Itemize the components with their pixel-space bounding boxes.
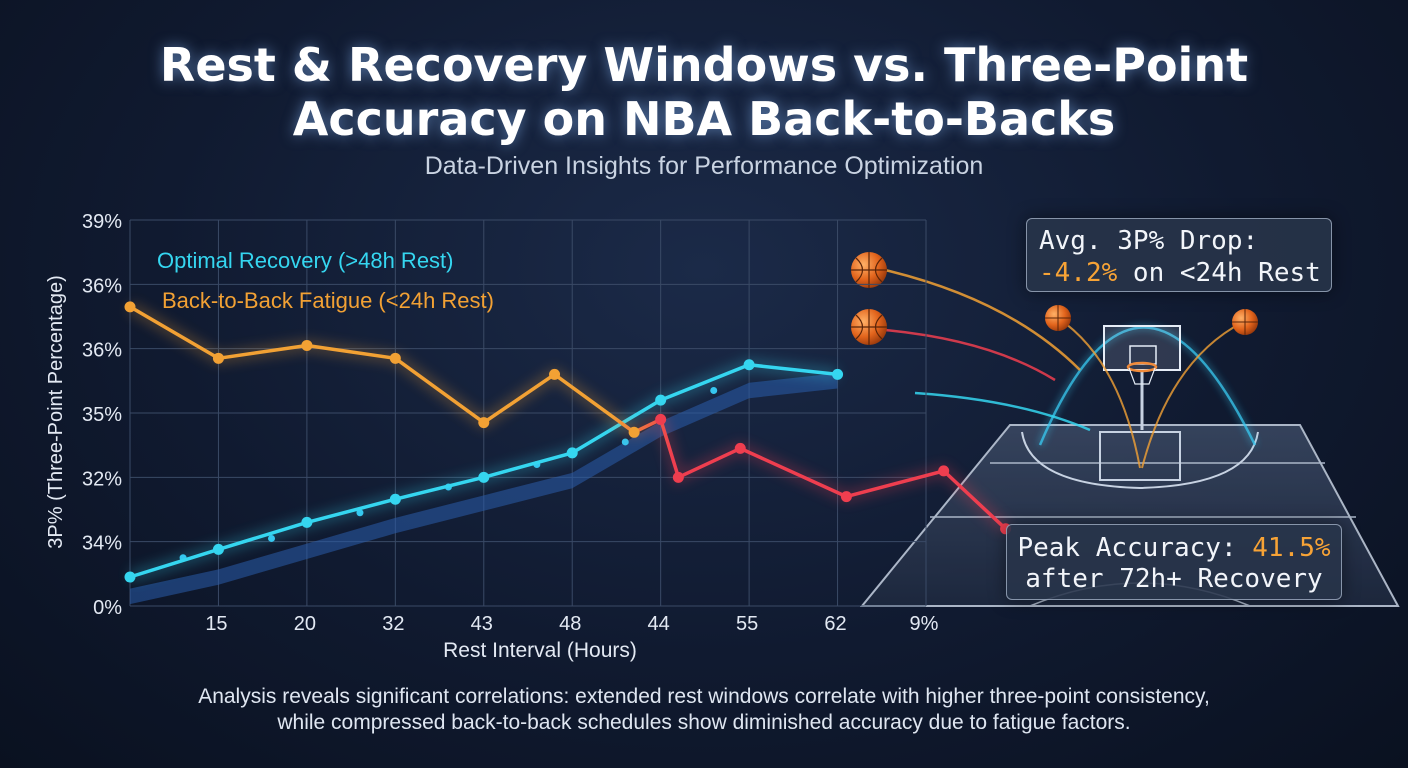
shot-trail-left: [1057, 317, 1141, 469]
y-tick-label: 34%: [82, 533, 122, 555]
y-tick-label: 35%: [82, 404, 122, 426]
chart-grid: [129, 219, 927, 607]
series-point: [124, 571, 136, 583]
series-point: [938, 465, 950, 477]
series-point: [389, 352, 401, 364]
series-point: [389, 493, 401, 505]
shot-trail-red: [884, 328, 1056, 382]
series-point: [840, 491, 852, 503]
series-point: [628, 426, 640, 438]
series-point: [672, 471, 684, 483]
series-point: [301, 339, 313, 351]
series-point: [301, 516, 313, 528]
peak-line-1: Peak Accuracy: 41.5%: [1007, 533, 1341, 564]
x-tick-label: 15: [205, 613, 227, 635]
series-point: [734, 442, 746, 454]
shot-trail-top: [884, 268, 1081, 371]
hoop-rim: [1126, 361, 1158, 373]
band-point: [710, 386, 718, 394]
basketballs: [851, 252, 1258, 345]
chart: 0% 34% 32% 35% 36% 36% 39% 15 20 32 43 48 44 55 62 9% O…: [45, 211, 1400, 662]
title-line-1: Rest & Recovery Windows vs. Three-Point: [159, 38, 1249, 92]
series-point: [566, 447, 578, 459]
avg-drop-label: Avg. 3P% Drop:: [1039, 226, 1259, 256]
series-point: [212, 543, 224, 555]
basketball-icon: [1232, 309, 1258, 335]
y-tick-label: 36%: [82, 275, 122, 297]
avg-drop-value: -4.2%: [1039, 258, 1118, 288]
series-point: [743, 359, 755, 371]
peak-label: Peak Accuracy:: [1017, 533, 1253, 563]
title-line-2: Accuracy on NBA Back-to-Backs: [292, 92, 1116, 146]
band-point: [621, 438, 629, 446]
y-tick-label: 36%: [82, 340, 122, 362]
basketball-icon: [851, 309, 887, 345]
x-tick-label: 62: [824, 613, 846, 635]
x-tick-label: 32: [382, 613, 404, 635]
series-point: [655, 394, 667, 406]
avg-drop-callout: Avg. 3P% Drop: -4.2% on <24h Rest: [1026, 218, 1332, 292]
basketball-icon: [1045, 305, 1071, 331]
legend-fatigue: Back-to-Back Fatigue (<24h Rest): [162, 288, 494, 313]
y-axis-label: 3P% (Three-Point Percentage): [45, 275, 67, 548]
analysis-footer: Analysis reveals significant correlation…: [0, 684, 1408, 736]
chart-ticks: 0% 34% 32% 35% 36% 36% 39% 15 20 32 43 48 44 55 62 9%: [82, 211, 939, 635]
court-paint: [1099, 431, 1181, 481]
court-arc-glow: [1038, 326, 1257, 446]
y-tick-label: 32%: [82, 468, 122, 490]
peak-line-2: after 72h+ Recovery: [1025, 564, 1323, 594]
chart-series: [124, 301, 1012, 583]
x-tick-label: 43: [471, 613, 493, 635]
shot-trail-cyan: [914, 391, 1091, 432]
peak-accuracy-callout: Peak Accuracy: 41.5% after 72h+ Recovery: [1006, 524, 1342, 600]
peak-value: 41.5%: [1252, 533, 1331, 563]
x-tick-label: 44: [648, 613, 670, 635]
x-tick-label: 20: [294, 613, 316, 635]
basketball-icon: [851, 252, 887, 288]
court-three-arc: [1021, 431, 1259, 490]
series-point: [655, 413, 667, 425]
footer-line-1: Analysis reveals significant correlation…: [198, 685, 1210, 708]
x-tick-label: 55: [736, 613, 758, 635]
y-tick-label: 39%: [82, 211, 122, 233]
x-tick-label: 9%: [910, 613, 939, 635]
footer-line-2: while compressed back-to-back schedules …: [277, 711, 1131, 734]
series-point: [549, 368, 561, 380]
shot-trail-right: [1141, 321, 1244, 469]
page-title: Rest & Recovery Windows vs. Three-Point …: [0, 38, 1408, 146]
avg-drop-line-2: -4.2% on <24h Rest: [1039, 257, 1331, 289]
y-tick-label: 0%: [93, 597, 122, 619]
hoop-net: [1128, 367, 1156, 385]
series-point: [478, 471, 490, 483]
avg-drop-rest: on <24h Rest: [1117, 258, 1321, 288]
series-point: [212, 352, 224, 364]
series-point: [478, 417, 490, 429]
legend-optimal: Optimal Recovery (>48h Rest): [157, 248, 454, 273]
x-tick-label: 48: [559, 613, 581, 635]
x-axis-label: Rest Interval (Hours): [443, 639, 637, 662]
series-point: [832, 368, 844, 380]
series-point: [124, 301, 136, 313]
page-subtitle: Data-Driven Insights for Performance Opt…: [424, 152, 984, 180]
